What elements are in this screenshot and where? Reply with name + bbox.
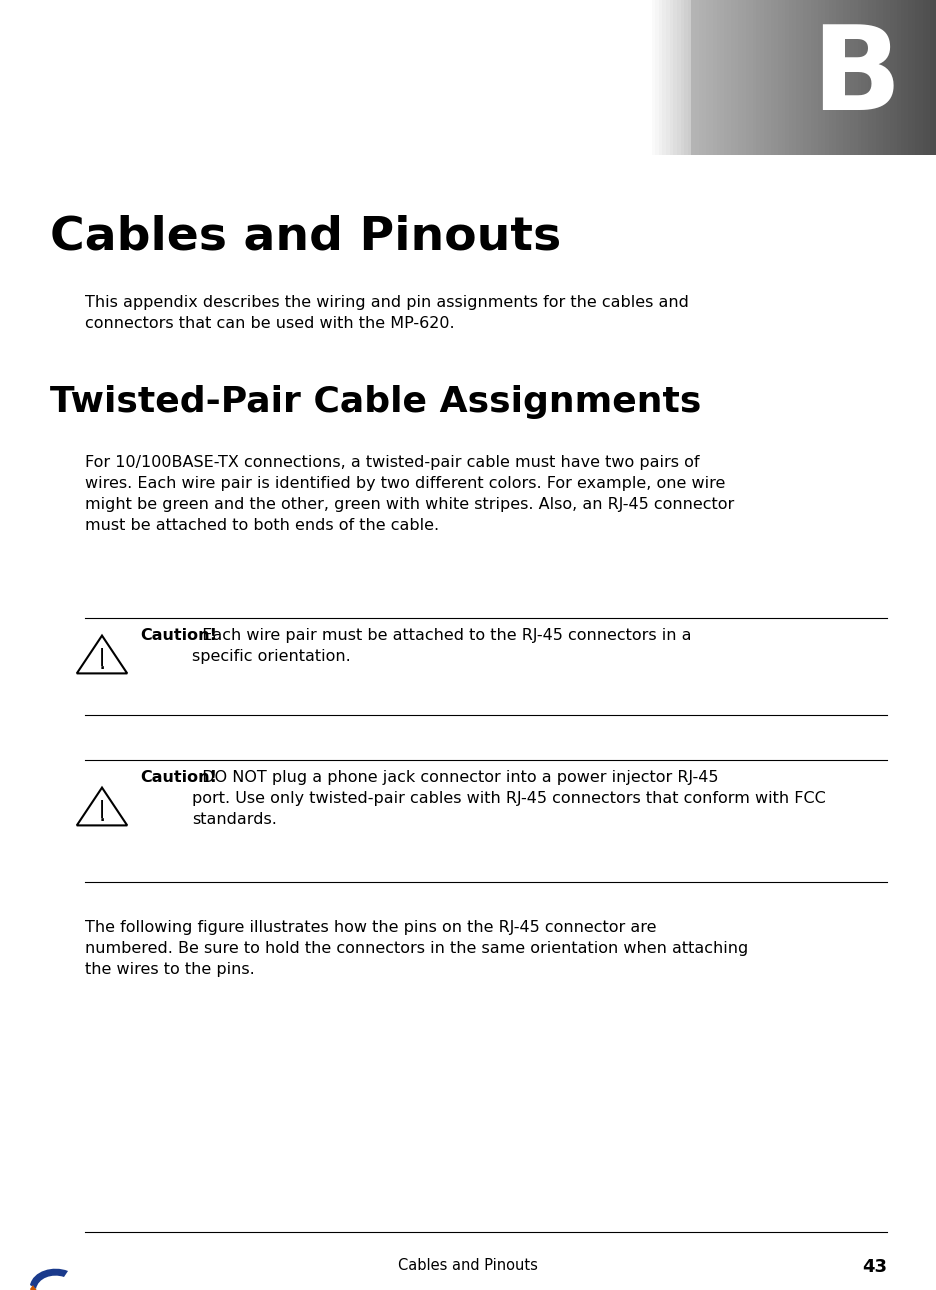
Bar [695, 0, 698, 155]
Bar [716, 0, 720, 155]
Bar [734, 0, 738, 155]
Text: Twisted-Pair Cable Assignments: Twisted-Pair Cable Assignments [50, 384, 701, 419]
Bar [878, 0, 883, 155]
Bar [755, 0, 760, 155]
Bar [749, 0, 753, 155]
Bar [860, 0, 864, 155]
Bar [730, 0, 735, 155]
Bar [849, 0, 854, 155]
Bar [839, 0, 842, 155]
Bar [701, 0, 706, 155]
Text: .: . [99, 658, 105, 672]
Bar [831, 0, 836, 155]
Bar [745, 0, 749, 155]
Bar [813, 0, 817, 155]
Bar [662, 0, 665, 155]
Bar [669, 0, 673, 155]
Bar [929, 0, 933, 155]
Bar [864, 0, 868, 155]
Text: .: . [99, 810, 105, 824]
Bar [759, 0, 763, 155]
Bar [810, 0, 813, 155]
Text: Caution!: Caution! [139, 770, 217, 786]
Bar [738, 0, 741, 155]
Bar [907, 0, 912, 155]
Bar [932, 0, 936, 155]
Bar [856, 0, 861, 155]
Text: DO NOT plug a phone jack connector into a power injector RJ-45
port. Use only tw: DO NOT plug a phone jack connector into … [192, 770, 825, 827]
Bar [817, 0, 821, 155]
Bar [665, 0, 669, 155]
Bar [914, 0, 918, 155]
Bar [680, 0, 684, 155]
Bar [648, 0, 651, 155]
Bar [720, 0, 724, 155]
Bar [687, 0, 691, 155]
Bar [868, 0, 871, 155]
Bar [882, 0, 886, 155]
Bar [767, 0, 770, 155]
Text: 43: 43 [861, 1258, 886, 1276]
Text: The following figure illustrates how the pins on the RJ-45 connector are
numbere: The following figure illustrates how the… [85, 920, 748, 977]
Bar [889, 0, 893, 155]
Bar [784, 0, 788, 155]
Bar [798, 0, 803, 155]
Bar [658, 0, 663, 155]
Bar [683, 0, 688, 155]
Bar [709, 0, 712, 155]
Text: |: | [99, 648, 105, 666]
Bar [796, 0, 799, 155]
Bar [741, 0, 745, 155]
Bar [676, 0, 680, 155]
Bar [903, 0, 908, 155]
Bar [698, 0, 702, 155]
Bar [853, 0, 857, 155]
PathPatch shape [30, 1285, 68, 1290]
Text: Cables and Pinouts: Cables and Pinouts [50, 215, 561, 261]
Bar [774, 0, 778, 155]
Bar [724, 0, 727, 155]
Bar [885, 0, 889, 155]
Text: Caution!: Caution! [139, 628, 217, 642]
Text: |: | [99, 800, 105, 818]
Bar [911, 0, 914, 155]
Text: This appendix describes the wiring and pin assignments for the cables and
connec: This appendix describes the wiring and p… [85, 295, 688, 332]
Bar [846, 0, 850, 155]
Bar [874, 0, 879, 155]
Bar [705, 0, 709, 155]
Bar [842, 0, 846, 155]
Text: B: B [811, 21, 900, 135]
Bar [806, 0, 811, 155]
Bar [922, 0, 926, 155]
Bar [712, 0, 716, 155]
Bar [752, 0, 756, 155]
Bar [897, 0, 900, 155]
Bar [899, 0, 904, 155]
Bar [726, 0, 731, 155]
Text: Cables and Pinouts: Cables and Pinouts [398, 1258, 537, 1273]
Bar [871, 0, 875, 155]
Bar [781, 0, 785, 155]
Bar [802, 0, 807, 155]
Bar [827, 0, 832, 155]
PathPatch shape [30, 1268, 68, 1289]
Bar [792, 0, 796, 155]
Bar [763, 0, 767, 155]
Bar [824, 0, 828, 155]
Text: Each wire pair must be attached to the RJ-45 connectors in a
specific orientatio: Each wire pair must be attached to the R… [192, 628, 691, 664]
Bar [654, 0, 659, 155]
Bar [821, 0, 825, 155]
Bar [691, 0, 695, 155]
Text: For 10/100BASE-TX connections, a twisted-pair cable must have two pairs of
wires: For 10/100BASE-TX connections, a twisted… [85, 455, 734, 533]
Bar [651, 0, 655, 155]
Bar [893, 0, 897, 155]
Bar [835, 0, 839, 155]
Bar [770, 0, 774, 155]
Bar [788, 0, 792, 155]
Bar [777, 0, 782, 155]
Bar [673, 0, 677, 155]
Bar [918, 0, 922, 155]
Bar [925, 0, 929, 155]
